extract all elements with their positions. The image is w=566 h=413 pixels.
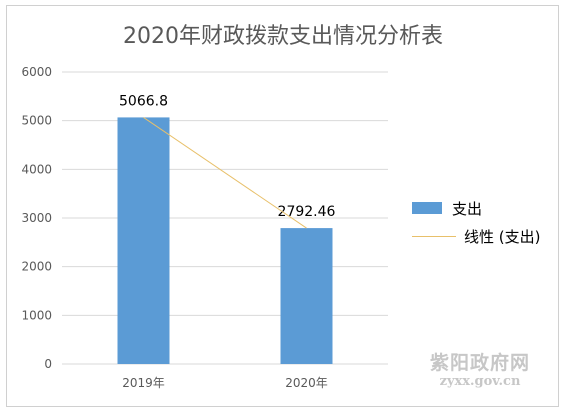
- y-tick-label: 0: [44, 357, 52, 371]
- legend-label-trendline: 线性 (支出): [464, 227, 541, 246]
- legend-bar-swatch: [412, 202, 442, 214]
- watermark-text: 紫阳政府网: [429, 352, 530, 374]
- data-label: 5066.8: [119, 93, 168, 109]
- y-tick-label: 3000: [21, 211, 52, 225]
- y-tick-label: 1000: [21, 308, 52, 322]
- bar: [280, 228, 333, 364]
- data-label: 2792.46: [278, 204, 336, 220]
- y-tick-label: 5000: [21, 114, 52, 128]
- x-tick-label: 2019年: [122, 376, 165, 390]
- y-tick-label: 6000: [21, 65, 52, 79]
- legend-line-swatch: [412, 235, 456, 237]
- legend: 支出 线性 (支出): [412, 197, 540, 253]
- bar: [117, 117, 170, 364]
- legend-item-series: 支出: [412, 197, 540, 219]
- watermark-url: zyxx.gov.cn: [439, 374, 521, 389]
- x-tick-label: 2020年: [285, 376, 328, 390]
- legend-label-series: 支出: [452, 199, 483, 218]
- y-tick-label: 4000: [21, 162, 52, 176]
- y-tick-label: 2000: [21, 260, 52, 274]
- legend-item-trendline: 线性 (支出): [412, 225, 540, 247]
- watermark: 紫阳政府网 zyxx.gov.cn: [420, 352, 540, 390]
- trendline: [143, 117, 307, 229]
- chart-title: 2020年财政拨款支出情况分析表: [123, 24, 443, 49]
